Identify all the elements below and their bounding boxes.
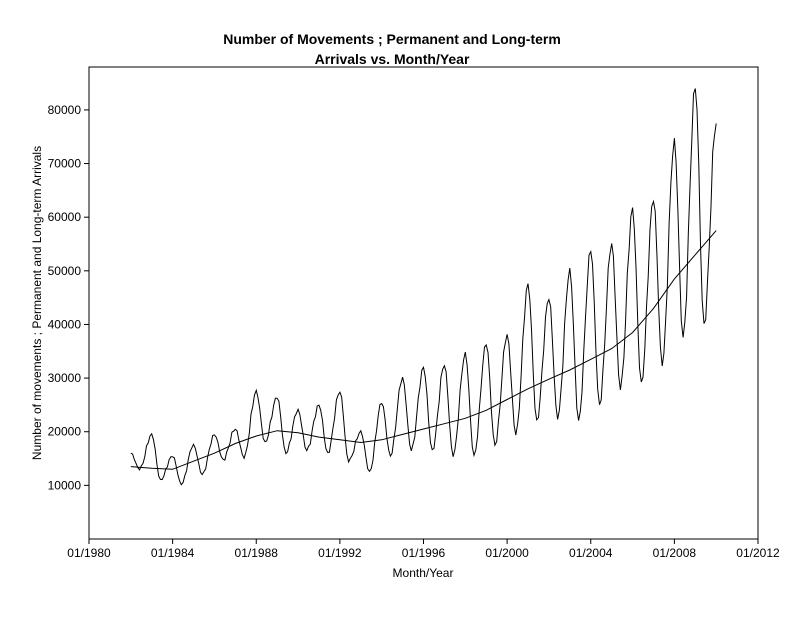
y-tick-label: 30000 [48, 371, 82, 385]
chart-subtitle: Arrivals vs. Month/Year [315, 51, 470, 67]
series-line-arrivals [130, 88, 717, 486]
y-tick-label: 10000 [48, 478, 82, 492]
y-axis-label: Number of movements ; Permanent and Long… [30, 146, 44, 460]
x-axis: 01/1980 01/1984 01/1988 01/1992 01/1996 01/20… [67, 539, 780, 560]
x-tick-label: 01/2012 [736, 546, 780, 560]
x-tick-label: 01/1988 [235, 546, 279, 560]
x-tick-label: 01/2004 [569, 546, 613, 560]
y-tick-label: 80000 [48, 103, 82, 117]
y-tick-label: 70000 [48, 157, 82, 171]
y-tick-label: 60000 [48, 210, 82, 224]
x-tick-label: 01/1992 [318, 546, 362, 560]
x-tick-label: 01/1984 [151, 546, 195, 560]
y-tick-label: 50000 [48, 264, 82, 278]
x-axis-label: Month/Year [393, 566, 454, 580]
x-tick-label: 01/1996 [402, 546, 446, 560]
x-tick-label: 01/1980 [67, 546, 111, 560]
y-tick-label: 40000 [48, 317, 82, 331]
y-axis: 10000 20000 30000 40000 50000 60000 70000 80000 [48, 103, 89, 492]
chart-title: Number of Movements ; Permanent and Long… [223, 31, 561, 47]
y-tick-label: 20000 [48, 425, 82, 439]
series-layer [130, 88, 717, 486]
x-tick-label: 01/2000 [485, 546, 529, 560]
series-line-trend [130, 230, 717, 470]
x-tick-label: 01/2008 [653, 546, 697, 560]
